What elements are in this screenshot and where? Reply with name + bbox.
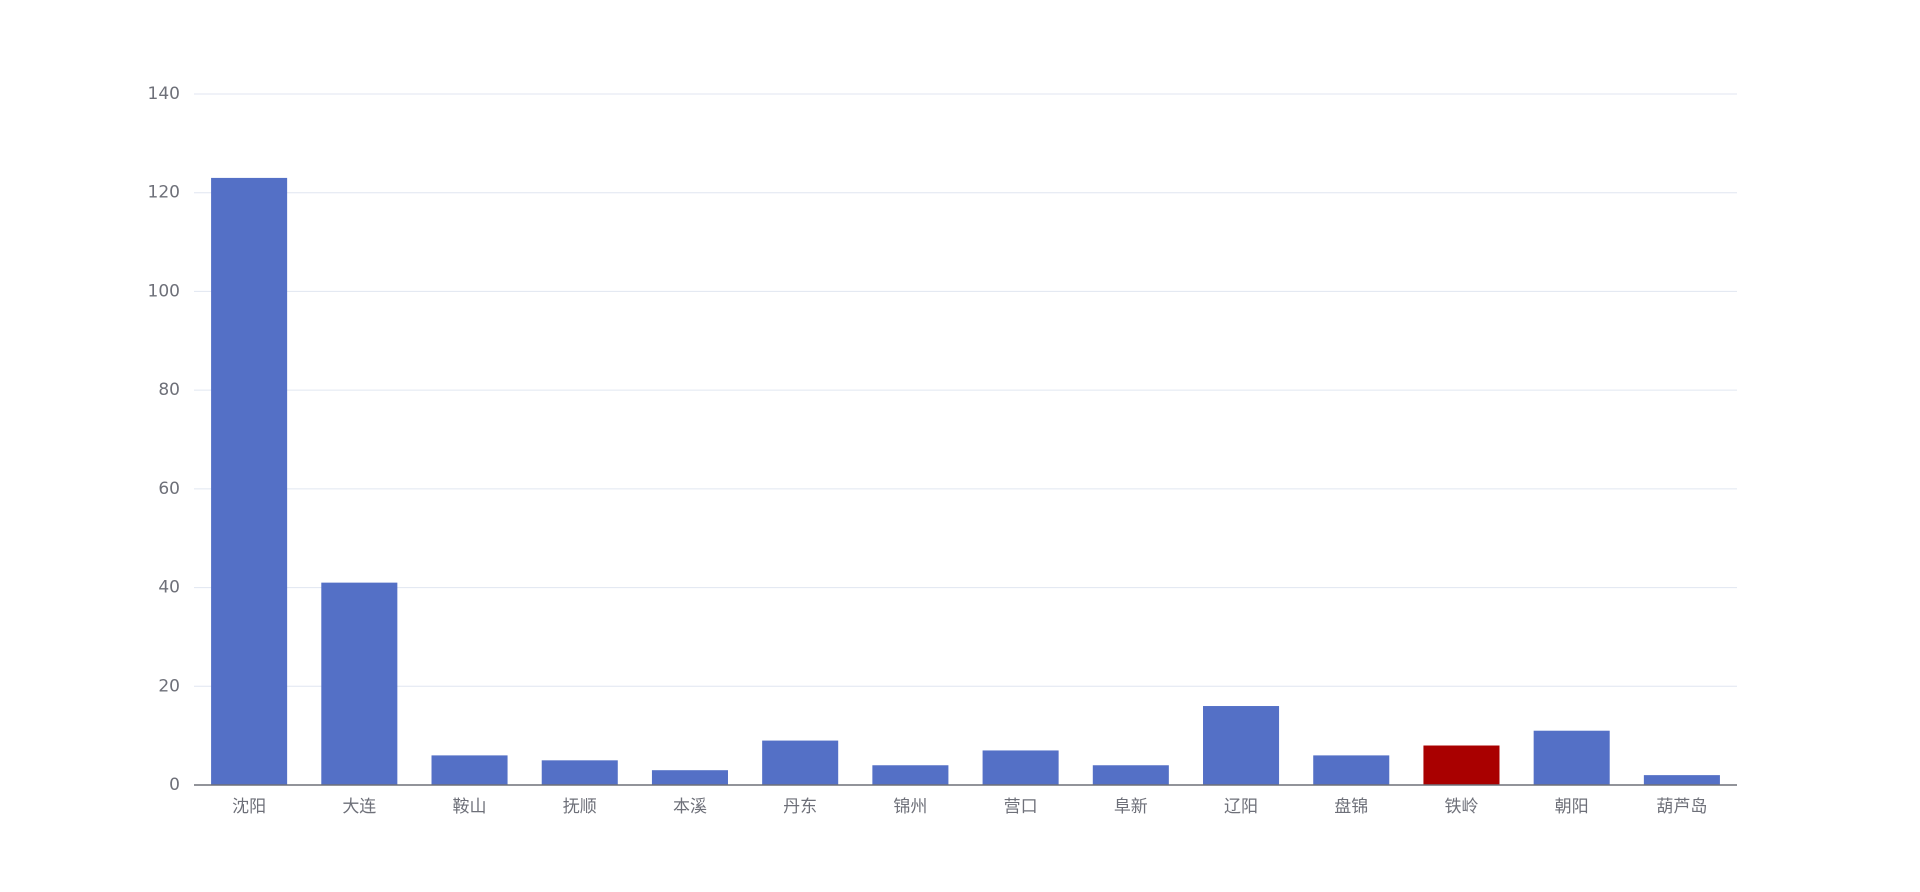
x-tick-label: 朝阳 <box>1555 797 1589 817</box>
bar <box>431 755 508 785</box>
bar <box>1533 730 1610 785</box>
y-tick-label: 40 <box>158 578 180 598</box>
x-tick-label: 盘锦 <box>1334 797 1368 817</box>
x-tick-label: 葫芦岛 <box>1656 797 1707 817</box>
bar <box>1092 765 1169 785</box>
x-tick-label: 营口 <box>1004 797 1038 817</box>
bar <box>762 740 839 785</box>
y-tick-label: 140 <box>148 84 180 104</box>
x-tick-label: 铁岭 <box>1444 797 1478 817</box>
bar <box>321 582 398 785</box>
y-tick-label: 80 <box>158 380 180 400</box>
x-tick-label: 抚顺 <box>563 797 597 817</box>
bar <box>982 750 1059 785</box>
bar <box>1423 745 1500 785</box>
y-tick-label: 20 <box>158 676 180 696</box>
x-tick-label: 锦州 <box>893 797 927 817</box>
y-tick-label: 60 <box>158 479 180 499</box>
x-tick-label: 大连 <box>342 797 376 817</box>
x-tick-label: 本溪 <box>673 797 707 817</box>
bar <box>211 177 288 785</box>
x-tick-label: 鞍山 <box>453 797 487 817</box>
x-tick-label: 阜新 <box>1114 797 1148 817</box>
bar <box>651 770 728 785</box>
y-tick-label: 100 <box>148 281 180 301</box>
bar <box>872 765 949 785</box>
y-tick-label: 0 <box>169 775 180 795</box>
x-tick-label: 丹东 <box>783 797 817 817</box>
bar <box>1643 775 1720 785</box>
bar <box>1203 706 1280 785</box>
x-tick-label: 沈阳 <box>232 797 266 817</box>
x-tick-label: 辽阳 <box>1224 797 1258 817</box>
bar <box>1313 755 1390 785</box>
y-tick-label: 120 <box>148 183 180 203</box>
bar <box>541 760 618 785</box>
